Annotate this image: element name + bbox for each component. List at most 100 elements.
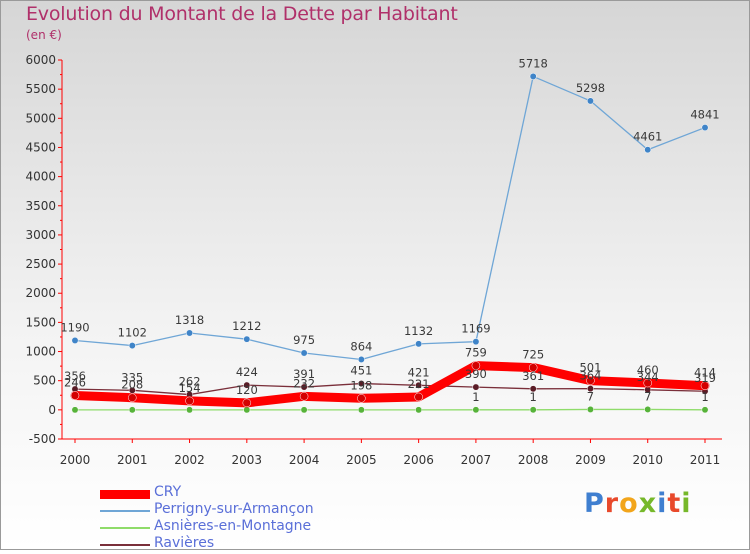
data-point-2 (473, 407, 479, 413)
legend-label-ravieres: Ravières (154, 535, 214, 551)
data-point-0 (186, 397, 194, 405)
data-point-2 (72, 407, 78, 413)
data-point-1 (244, 336, 250, 342)
proxiti-logo: Proxiti (584, 488, 692, 519)
x-tick-label: 2004 (289, 453, 320, 467)
y-tick-label: 5000 (25, 111, 56, 125)
data-label-3: 451 (350, 364, 372, 378)
legend-label-cry: CRY (154, 484, 181, 500)
data-label-1: 1102 (118, 326, 147, 340)
series-line-1 (75, 76, 705, 359)
logo-letter: P (584, 488, 605, 519)
data-point-1 (702, 124, 708, 130)
x-tick-label: 2002 (174, 453, 205, 467)
x-tick-label: 2010 (632, 453, 663, 467)
legend-label-perrigny: Perrigny-sur-Armançon (154, 501, 314, 517)
data-label-0: 759 (465, 346, 487, 360)
logo-letter: i (657, 488, 667, 519)
x-tick-label: 2003 (232, 453, 263, 467)
data-label-0: 208 (121, 378, 143, 392)
data-label-0: 198 (350, 378, 372, 392)
data-point-1 (72, 337, 78, 343)
x-tick-label: 2006 (403, 453, 434, 467)
y-tick-label: 0 (48, 403, 56, 417)
x-tick-label: 2007 (461, 453, 492, 467)
legend-swatch-perrigny (100, 510, 150, 512)
logo-letter: i (681, 488, 691, 519)
logo-letter: r (605, 488, 619, 519)
data-label-1: 1318 (175, 313, 204, 327)
data-label-3: 424 (236, 365, 258, 379)
y-tick-label: 3500 (25, 199, 56, 213)
data-label-0: 232 (293, 376, 315, 390)
data-label-0: 460 (637, 363, 659, 377)
data-label-1: 1132 (404, 324, 433, 338)
y-tick-label: 6000 (25, 53, 56, 67)
data-label-2: 7 (587, 389, 594, 403)
logo-letter: x (639, 488, 657, 519)
data-point-1 (473, 338, 479, 344)
y-tick-label: 500 (33, 374, 56, 388)
data-point-2 (129, 407, 135, 413)
data-label-0: 501 (579, 361, 601, 375)
legend-swatch-ravieres (100, 544, 150, 546)
legend-swatch-cry (100, 490, 150, 499)
data-label-0: 120 (236, 383, 258, 397)
data-point-1 (587, 98, 593, 104)
x-tick-label: 2005 (346, 453, 377, 467)
legend-swatch-asnieres (100, 527, 150, 529)
data-point-0 (415, 393, 423, 401)
y-tick-label: 4000 (25, 170, 56, 184)
data-point-0 (128, 394, 136, 402)
data-point-2 (358, 407, 364, 413)
data-point-1 (129, 342, 135, 348)
data-point-1 (301, 350, 307, 356)
y-tick-label: -500 (29, 432, 56, 446)
y-tick-label: 5500 (25, 82, 56, 96)
data-point-2 (702, 407, 708, 413)
y-tick-label: 2000 (25, 286, 56, 300)
data-point-2 (301, 407, 307, 413)
data-label-0: 246 (64, 376, 86, 390)
data-label-2: 1 (472, 390, 479, 404)
data-label-0: 414 (694, 366, 716, 380)
x-tick-label: 2000 (60, 453, 91, 467)
data-point-2 (530, 407, 536, 413)
logo-letter: o (619, 488, 639, 519)
data-point-1 (415, 341, 421, 347)
data-point-1 (530, 73, 536, 79)
data-label-3: 390 (465, 367, 487, 381)
data-point-2 (645, 406, 651, 412)
y-tick-label: 3000 (25, 228, 56, 242)
data-point-1 (186, 330, 192, 336)
data-label-2: 1 (701, 390, 708, 404)
y-tick-label: 2500 (25, 257, 56, 271)
data-point-0 (243, 399, 251, 407)
data-point-0 (357, 394, 365, 402)
data-label-1: 975 (293, 333, 315, 347)
data-label-1: 864 (350, 339, 372, 353)
y-tick-label: 4500 (25, 140, 56, 154)
data-point-2 (587, 406, 593, 412)
data-label-1: 1169 (461, 322, 490, 336)
data-point-1 (358, 356, 364, 362)
data-label-2: 7 (644, 389, 651, 403)
data-point-0 (71, 392, 79, 400)
data-label-3: 361 (522, 369, 544, 383)
data-label-1: 5298 (576, 81, 605, 95)
logo-letter: t (667, 488, 681, 519)
data-label-1: 1212 (232, 319, 261, 333)
x-tick-label: 2001 (117, 453, 148, 467)
data-point-2 (186, 407, 192, 413)
data-label-1: 4461 (633, 130, 662, 144)
x-tick-label: 2009 (575, 453, 606, 467)
data-label-2: 1 (530, 390, 537, 404)
legend-label-asnieres: Asnières-en-Montagne (154, 518, 311, 534)
data-point-2 (415, 407, 421, 413)
x-tick-label: 2008 (518, 453, 549, 467)
data-label-1: 4841 (690, 108, 719, 122)
data-label-1: 5718 (519, 56, 548, 70)
y-tick-label: 1500 (25, 315, 56, 329)
data-point-2 (244, 407, 250, 413)
